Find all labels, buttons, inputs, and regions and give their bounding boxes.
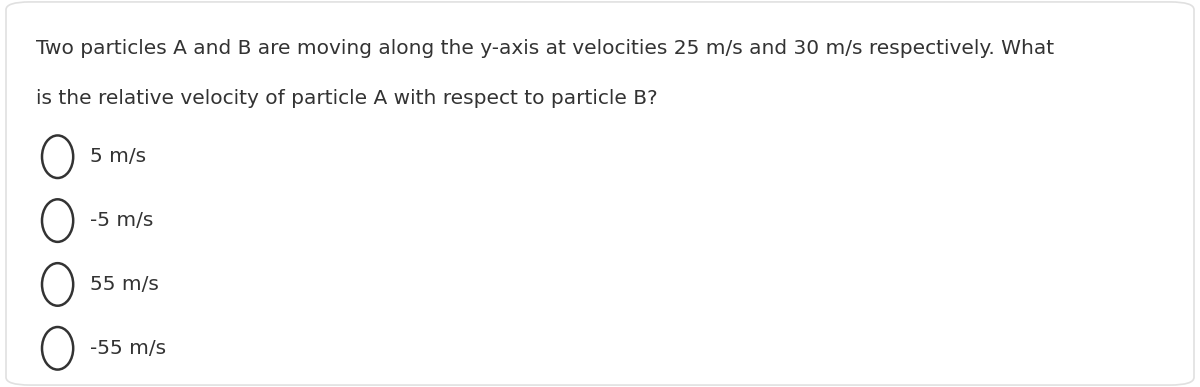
Text: -55 m/s: -55 m/s <box>90 339 166 358</box>
Text: Two particles A and B are moving along the y-axis at velocities 25 m/s and 30 m/: Two particles A and B are moving along t… <box>36 39 1054 58</box>
Text: 5 m/s: 5 m/s <box>90 147 146 166</box>
Text: is the relative velocity of particle A with respect to particle B?: is the relative velocity of particle A w… <box>36 89 658 108</box>
Text: 55 m/s: 55 m/s <box>90 275 158 294</box>
Text: -5 m/s: -5 m/s <box>90 211 154 230</box>
FancyBboxPatch shape <box>6 2 1194 385</box>
